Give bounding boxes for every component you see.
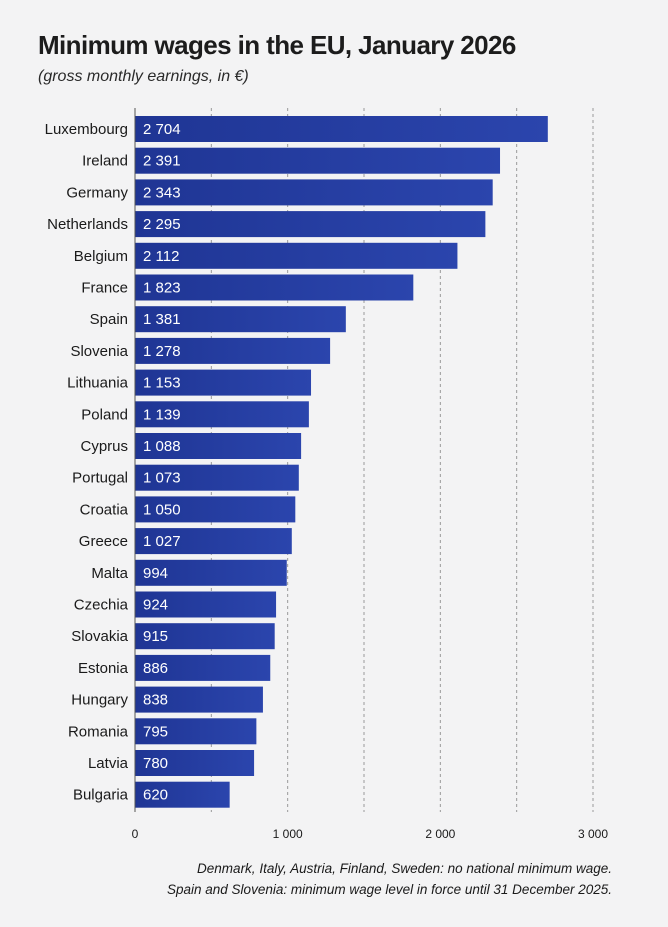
bar — [135, 116, 548, 142]
bar — [135, 306, 346, 333]
bar-chart: Luxembourg 2 704 Ireland 2 391 Germany 2 343 N… — [45, 108, 608, 841]
bar — [135, 242, 458, 269]
category-label: Luxembourg — [45, 121, 128, 138]
category-label: Croatia — [80, 501, 129, 518]
x-tick-label: 2 000 — [425, 827, 455, 841]
value-label: 1 050 — [143, 501, 181, 518]
category-label: Portugal — [72, 470, 128, 487]
category-label: Bulgaria — [73, 787, 129, 804]
value-label: 1 381 — [143, 311, 181, 328]
category-label: Lithuania — [67, 375, 129, 392]
value-label: 1 153 — [143, 375, 181, 392]
bar — [135, 528, 292, 555]
value-label: 620 — [143, 787, 168, 804]
bar — [135, 718, 257, 745]
bar — [135, 559, 287, 586]
category-label: Malta — [91, 565, 128, 582]
bar — [135, 781, 230, 808]
value-label: 1 278 — [143, 343, 181, 360]
bar — [135, 433, 302, 459]
value-label: 1 139 — [143, 406, 181, 423]
value-label: 1 823 — [143, 280, 181, 297]
value-label: 886 — [143, 660, 168, 677]
bar — [135, 337, 331, 364]
bar — [135, 496, 296, 523]
category-label: Romania — [68, 723, 129, 740]
bar — [135, 750, 255, 776]
category-label: Cyprus — [80, 438, 128, 455]
category-label: Greece — [79, 533, 128, 550]
x-axis: 0 1 000 2 000 3 000 — [132, 108, 608, 841]
bar — [135, 147, 501, 174]
category-label: Germany — [66, 184, 128, 201]
footnotes: Denmark, Italy, Austria, Finland, Sweden… — [167, 858, 612, 900]
category-label: Netherlands — [47, 216, 128, 233]
value-label: 1 088 — [143, 438, 181, 455]
footnote-line: Spain and Slovenia: minimum wage level i… — [167, 882, 612, 897]
bar — [135, 179, 493, 206]
category-label: Latvia — [88, 755, 129, 772]
bar — [135, 654, 271, 681]
value-label: 2 295 — [143, 216, 181, 233]
value-label: 1 073 — [143, 470, 181, 487]
value-label: 1 027 — [143, 533, 181, 550]
category-label: Czechia — [74, 597, 129, 614]
x-tick-label: 3 000 — [578, 827, 608, 841]
category-label: Slovakia — [71, 628, 128, 645]
bar — [135, 591, 277, 618]
bar — [135, 274, 414, 301]
bar — [135, 623, 275, 650]
bars: Luxembourg 2 704 Ireland 2 391 Germany 2 343 N… — [45, 116, 548, 808]
category-label: Poland — [81, 406, 128, 423]
category-label: Belgium — [74, 248, 128, 265]
bar — [135, 369, 312, 396]
chart-subtitle: (gross monthly earnings, in €) — [38, 68, 249, 85]
footnote-line: Denmark, Italy, Austria, Finland, Sweden… — [197, 861, 612, 876]
value-label: 2 391 — [143, 153, 181, 170]
category-label: Slovenia — [70, 343, 128, 360]
value-label: 994 — [143, 565, 168, 582]
category-label: France — [81, 280, 128, 297]
x-tick-label: 0 — [132, 827, 139, 841]
bar — [135, 686, 263, 713]
x-tick-label: 1 000 — [273, 827, 303, 841]
value-label: 915 — [143, 628, 168, 645]
category-label: Hungary — [71, 692, 128, 709]
value-label: 2 704 — [143, 121, 181, 138]
value-label: 924 — [143, 597, 168, 614]
value-label: 838 — [143, 692, 168, 709]
bar — [135, 211, 486, 238]
category-label: Estonia — [78, 660, 129, 677]
category-label: Spain — [90, 311, 128, 328]
value-label: 780 — [143, 755, 168, 772]
bar — [135, 464, 299, 491]
value-label: 2 112 — [143, 248, 179, 265]
value-label: 795 — [143, 723, 168, 740]
bar — [135, 401, 309, 428]
category-label: Ireland — [82, 153, 128, 170]
value-label: 2 343 — [143, 184, 181, 201]
chart-title: Minimum wages in the EU, January 2026 — [38, 30, 516, 60]
